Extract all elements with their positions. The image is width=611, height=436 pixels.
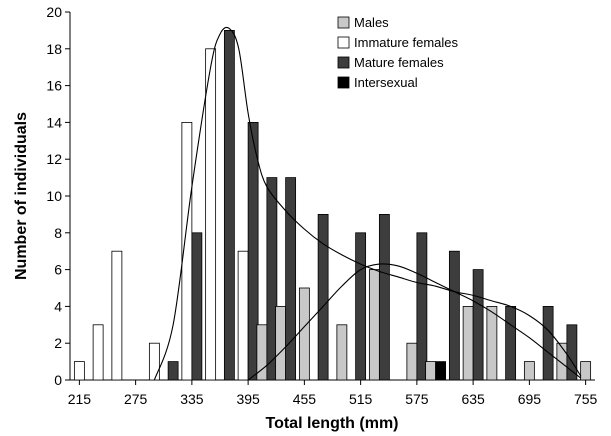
legend-label-males: Males xyxy=(354,15,389,30)
fitted-curves xyxy=(153,26,582,381)
legend-swatch-males xyxy=(337,16,350,29)
y-tick-label: 6 xyxy=(54,262,62,278)
y-tick-label: 0 xyxy=(54,372,62,388)
legend-label-immature-females: Immature females xyxy=(354,35,459,50)
bar-mature-females xyxy=(247,122,259,381)
bar-mature-females xyxy=(191,232,203,381)
x-tick-label: 515 xyxy=(349,391,373,407)
bar-males xyxy=(275,305,287,381)
bar-immature-females xyxy=(205,48,217,381)
bar-immature-females xyxy=(111,250,123,381)
bar-mature-females xyxy=(416,232,428,381)
x-tick-label: 455 xyxy=(293,391,317,407)
bar-mature-females xyxy=(505,305,517,381)
x-tick-label: 575 xyxy=(405,391,429,407)
x-tick-label: 395 xyxy=(236,391,260,407)
bar-immature-females xyxy=(148,342,160,381)
y-axis-ticks: 0 2 4 6 8 10 12 14 16 18 20 xyxy=(46,4,70,388)
bar-mature-females xyxy=(317,213,329,381)
legend-swatch-intersexual xyxy=(337,76,350,89)
legend-swatch-immature-females xyxy=(337,36,350,49)
bar-males xyxy=(462,305,474,381)
y-tick-label: 18 xyxy=(46,41,62,57)
bar-immature-females xyxy=(237,250,249,381)
x-tick-label: 695 xyxy=(518,391,542,407)
x-axis-ticks: 215 275 335 395 455 515 575 635 695 755 xyxy=(68,380,598,407)
bar-immature-females xyxy=(92,324,104,381)
bar-immature-females xyxy=(73,361,85,381)
bar-mature-females xyxy=(378,213,390,381)
bar-mature-females xyxy=(285,177,297,381)
x-tick-label: 275 xyxy=(124,391,148,407)
bar-males xyxy=(298,287,310,381)
x-tick-label: 635 xyxy=(461,391,485,407)
bar-males xyxy=(556,342,568,381)
bar-mature-females xyxy=(266,177,278,381)
bar-males xyxy=(368,269,380,381)
y-tick-label: 2 xyxy=(54,335,62,351)
y-tick-label: 20 xyxy=(46,4,62,20)
x-tick-label: 215 xyxy=(68,391,92,407)
y-tick-label: 14 xyxy=(46,114,62,130)
y-tick-label: 4 xyxy=(54,298,62,314)
y-tick-label: 8 xyxy=(54,225,62,241)
bar-males xyxy=(336,324,348,381)
y-axis-title: Number of individuals xyxy=(13,112,30,280)
bar-males xyxy=(406,342,418,381)
bar-males xyxy=(580,361,592,381)
bar-mature-females xyxy=(448,250,460,381)
bar-mature-females xyxy=(355,232,367,381)
legend-label-mature-females: Mature females xyxy=(354,55,444,70)
x-tick-label: 335 xyxy=(180,391,204,407)
bar-mature-females xyxy=(542,305,554,381)
fitted-curve-males xyxy=(247,263,582,381)
plot-frame xyxy=(69,12,595,381)
bar-mature-females xyxy=(566,324,578,381)
bar-intersexual xyxy=(435,361,447,381)
legend: Males Immature females Mature females Inter… xyxy=(337,15,459,90)
x-axis-title: Total length (mm) xyxy=(265,415,398,432)
fitted-curve-mature-females xyxy=(153,26,582,381)
legend-swatch-mature-females xyxy=(337,56,350,69)
bar-mature-females xyxy=(472,269,484,381)
y-tick-label: 12 xyxy=(46,151,62,167)
legend-label-intersexual: Intersexual xyxy=(354,75,418,90)
bar-males xyxy=(523,361,535,381)
y-tick-label: 10 xyxy=(46,188,62,204)
bars xyxy=(73,29,592,381)
y-tick-label: 16 xyxy=(46,78,62,94)
bar-males xyxy=(486,305,498,381)
bar-mature-females xyxy=(167,361,179,381)
bar-males xyxy=(425,361,437,381)
bar-mature-females xyxy=(223,29,235,381)
x-tick-label: 755 xyxy=(574,391,598,407)
